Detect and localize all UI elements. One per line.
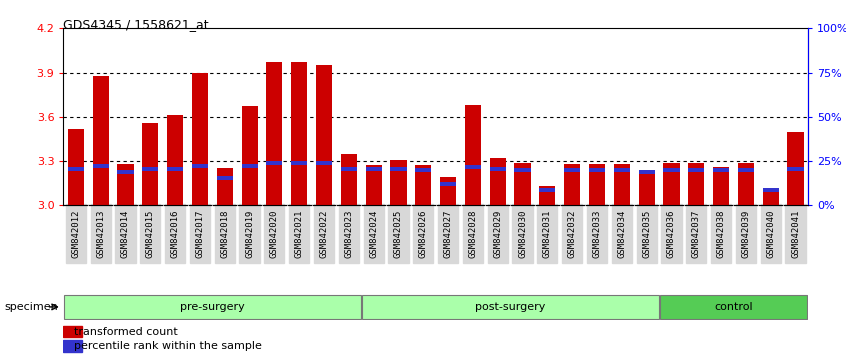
Bar (291, 161, 307, 165)
Bar (539, 186, 556, 205)
Bar (241, 164, 258, 168)
Bar (490, 158, 506, 205)
Bar (92, 75, 109, 205)
Bar (564, 169, 580, 172)
Bar (142, 123, 158, 205)
Bar (266, 161, 283, 165)
Bar (564, 164, 580, 205)
Bar (464, 105, 481, 205)
Bar (514, 169, 530, 172)
Bar (613, 169, 630, 172)
Bar (217, 176, 233, 179)
Bar (118, 170, 134, 173)
Bar (167, 167, 184, 171)
Bar (68, 129, 84, 205)
Bar (788, 132, 804, 205)
Text: post-surgery: post-surgery (475, 302, 546, 312)
Bar (142, 167, 158, 171)
Text: control: control (714, 302, 753, 312)
Bar (192, 73, 208, 205)
Bar (713, 167, 729, 205)
Bar (192, 164, 208, 168)
Bar (639, 173, 655, 205)
Bar (316, 65, 332, 205)
Bar (639, 170, 655, 173)
Bar (762, 188, 779, 192)
Text: transformed count: transformed count (74, 327, 178, 337)
Bar (415, 166, 431, 205)
Bar (92, 164, 109, 168)
Text: percentile rank within the sample: percentile rank within the sample (74, 341, 262, 351)
Bar (390, 160, 407, 205)
Bar (589, 164, 605, 205)
Bar (762, 189, 779, 205)
Bar (362, 295, 658, 319)
Bar (390, 167, 407, 171)
Bar (118, 164, 134, 205)
Bar (738, 169, 754, 172)
Text: GDS4345 / 1558621_at: GDS4345 / 1558621_at (63, 18, 209, 31)
Bar (713, 169, 729, 172)
Bar (68, 167, 84, 171)
Bar (440, 182, 456, 186)
Bar (490, 167, 506, 171)
Bar (415, 169, 431, 172)
Bar (63, 340, 82, 352)
Bar (316, 161, 332, 165)
Bar (663, 169, 679, 172)
Text: pre-surgery: pre-surgery (180, 302, 244, 312)
Bar (539, 188, 556, 192)
Bar (266, 62, 283, 205)
Bar (217, 169, 233, 205)
Bar (291, 62, 307, 205)
Bar (660, 295, 807, 319)
Bar (464, 166, 481, 169)
Bar (63, 326, 82, 337)
Bar (613, 164, 630, 205)
Bar (738, 162, 754, 205)
Bar (663, 162, 679, 205)
Bar (688, 169, 705, 172)
Bar (440, 177, 456, 205)
Bar (341, 167, 357, 171)
Bar (514, 162, 530, 205)
Bar (365, 166, 382, 205)
Bar (167, 115, 184, 205)
Bar (341, 154, 357, 205)
Bar (64, 295, 360, 319)
Bar (688, 162, 705, 205)
Bar (589, 169, 605, 172)
Bar (365, 167, 382, 171)
Text: specimen: specimen (4, 302, 58, 312)
Bar (241, 107, 258, 205)
Bar (788, 167, 804, 171)
